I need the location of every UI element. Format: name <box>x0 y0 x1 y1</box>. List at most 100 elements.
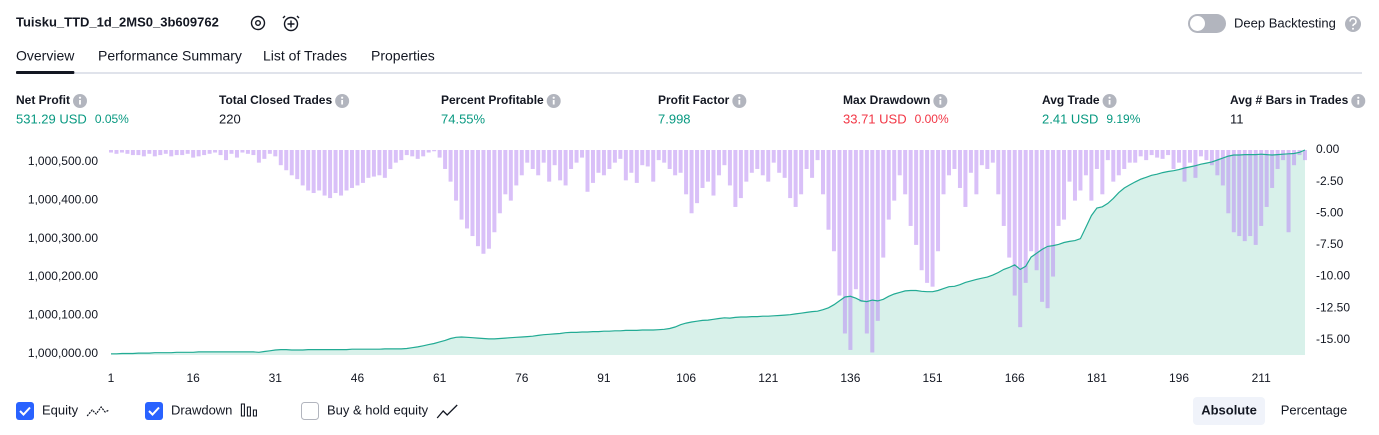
deep-backtesting-label: Deep Backtesting <box>1234 15 1336 30</box>
help-icon[interactable] <box>1345 16 1361 32</box>
info-icon-dot <box>78 96 82 99</box>
equity-checkbox[interactable] <box>16 402 34 420</box>
drawdown-bar <box>930 150 935 287</box>
checkbox-check <box>19 406 31 416</box>
drawdown-bar <box>454 150 459 201</box>
buy-hold-legend-icon <box>436 404 458 419</box>
drawdown-bar <box>448 150 453 182</box>
y2-tick-label: -5.00 <box>1316 205 1344 219</box>
drawdown-bar <box>360 150 365 183</box>
drawdown-bar <box>1303 150 1307 161</box>
drawdown-bar <box>859 150 864 302</box>
drawdown-bar <box>793 150 798 207</box>
info-icon[interactable] <box>335 94 350 108</box>
drawdown-bar <box>968 150 973 173</box>
tab[interactable]: List of Trades <box>263 48 347 64</box>
info-icon-stem <box>939 100 942 105</box>
info-icon[interactable] <box>732 94 747 108</box>
tab[interactable]: Performance Summary <box>98 48 242 64</box>
drawdown-bar <box>344 150 349 191</box>
info-icon-stem <box>738 100 741 105</box>
tab-divider <box>16 72 1362 74</box>
drawdown-bar <box>1166 150 1171 156</box>
info-icon-stem <box>1357 100 1360 105</box>
drawdown-bar <box>306 150 311 191</box>
drawdown-bar <box>875 150 880 321</box>
drawdown-bar <box>393 150 398 163</box>
info-icon-dot <box>552 96 555 99</box>
drawdown-bar <box>777 150 782 173</box>
drawdown-bar <box>339 150 344 196</box>
drawdown-bar <box>1155 150 1160 158</box>
equity-line <box>111 149 1306 355</box>
tab[interactable]: Overview <box>16 48 75 64</box>
drawdown-bar <box>1138 150 1143 157</box>
metric-value: 2.41 USD <box>1042 111 1098 126</box>
x-tick-label: 31 <box>269 371 283 385</box>
mode-button[interactable]: Absolute <box>1201 402 1257 417</box>
drawdown-bar <box>908 150 913 226</box>
drawdown-bar <box>1198 150 1203 157</box>
drawdown-bar <box>821 150 826 195</box>
info-icon[interactable] <box>933 94 948 108</box>
drawdown-bar <box>881 150 886 258</box>
drawdown-bar <box>1259 150 1264 226</box>
drawdown-bar <box>1226 150 1231 214</box>
drawdown-bar <box>322 150 327 196</box>
active-tab-underline <box>16 71 75 74</box>
drawdown-bar <box>596 150 601 173</box>
mode-button[interactable]: Percentage <box>1281 402 1348 417</box>
info-icon[interactable] <box>1102 94 1117 108</box>
info-icon[interactable] <box>546 94 561 108</box>
metric-label: Percent Profitable <box>441 93 544 107</box>
checkbox-check <box>148 406 160 416</box>
x-tick-label: 166 <box>1005 371 1025 385</box>
checkbox-box[interactable] <box>145 402 163 420</box>
drawdown-bar <box>289 150 294 176</box>
drawdown-bar <box>738 150 743 199</box>
drawdown-bar <box>810 150 815 178</box>
drawdown-bar <box>766 150 771 182</box>
drawdown-bar <box>1204 150 1209 161</box>
toggle-knob[interactable] <box>1190 16 1205 31</box>
drawdown-bar <box>202 150 207 156</box>
drawdown-bar <box>1089 150 1094 201</box>
drawdown-bar <box>530 150 535 169</box>
checkbox-box[interactable] <box>301 402 319 420</box>
drawdown-bar <box>1193 150 1198 178</box>
legend-label: Buy & hold equity <box>327 402 429 417</box>
buy-hold-checkbox[interactable] <box>301 402 319 420</box>
checkbox-box[interactable] <box>16 402 34 420</box>
mode-button-bg[interactable] <box>1193 397 1265 425</box>
tab[interactable]: Properties <box>371 48 435 64</box>
metric-value: 220 <box>219 111 241 126</box>
drawdown-bar <box>256 150 261 163</box>
drawdown-bar <box>541 150 546 163</box>
drawdown-bar <box>1171 150 1176 169</box>
drawdown-bar <box>245 150 250 154</box>
x-tick-label: 16 <box>186 371 200 385</box>
y-tick-label: 1,000,300.00 <box>28 231 98 245</box>
drawdown-checkbox[interactable] <box>145 402 163 420</box>
info-icon[interactable] <box>73 94 87 108</box>
metric-value: 7.998 <box>658 111 691 126</box>
drawdown-bar <box>300 150 305 186</box>
drawdown-bar <box>317 150 322 191</box>
drawdown-bar <box>684 150 689 195</box>
deep-backtesting-toggle[interactable] <box>1188 14 1226 33</box>
drawdown-bar <box>1100 150 1105 195</box>
drawdown-bar <box>1056 150 1061 226</box>
drawdown-bar <box>1062 150 1067 220</box>
drawdown-bar <box>114 150 119 154</box>
settings-icon[interactable] <box>250 15 266 31</box>
drawdown-bar <box>224 150 229 161</box>
info-icon[interactable] <box>1351 94 1366 108</box>
drawdown-bar <box>399 150 404 161</box>
drawdown-bar <box>831 150 836 252</box>
y-tick-label: 1,000,100.00 <box>28 308 98 322</box>
drawdown-bar <box>497 150 502 214</box>
drawdown-bar <box>1275 150 1280 169</box>
drawdown-bar <box>1007 150 1012 258</box>
alert-icon[interactable] <box>282 15 300 32</box>
